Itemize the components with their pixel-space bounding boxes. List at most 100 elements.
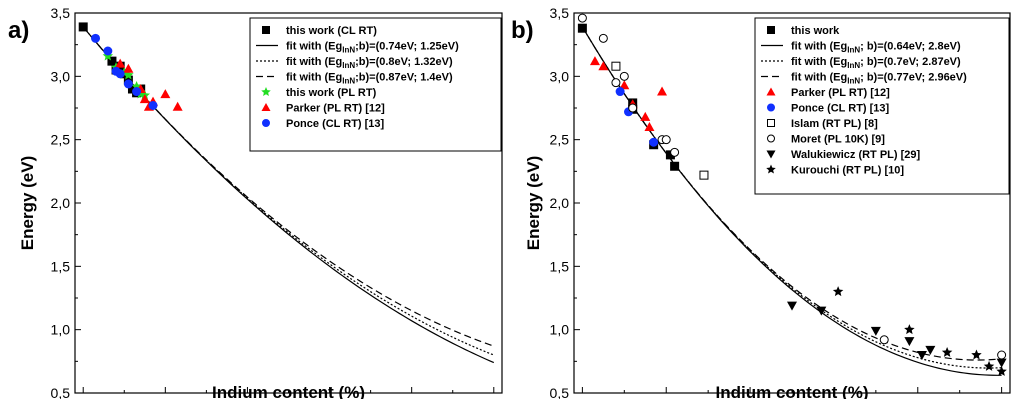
y-tick-label: 1,0 (550, 322, 570, 338)
data-point (577, 23, 587, 33)
legend: this work (CL RT) fit with (EgInN;b)=(0.7… (249, 17, 502, 152)
data-point (832, 286, 844, 297)
legend-label: Moret (PL 10K) [9] (791, 134, 885, 146)
y-tick-label: 1,0 (51, 322, 71, 338)
y-tick-label: 3,5 (550, 5, 570, 21)
legend-label: fit with (EgInN;b)=(0.8eV; 1.32eV) (286, 56, 453, 70)
x-tick-label: 40 (240, 396, 256, 399)
y-tick-label: 1,5 (51, 258, 71, 274)
legend-label: Kurouchi (RT PL) [10] (791, 165, 904, 177)
data-point (123, 69, 134, 80)
data-point (78, 22, 88, 32)
legend-marker (261, 103, 271, 111)
data-point (589, 56, 600, 66)
data-point (870, 326, 881, 336)
data-point (139, 94, 150, 104)
x-tick-label: 20 (658, 396, 674, 399)
y-axis-label: Energy (eV) (18, 156, 37, 250)
data-point (172, 101, 183, 111)
data-point (904, 337, 915, 347)
legend: this work fit with (EgInN; b)=(0.64eV; 2.… (754, 17, 1010, 195)
chart-panel-2: b) 0 20 40 60 80 100 0,5 1,0 1,5 2,0 2,5 3,0 3,5 Indiu… (511, 5, 1014, 399)
data-point (103, 46, 113, 56)
fit-curve-2 (581, 26, 1002, 369)
legend-label: Ponce (CL RT) [13] (791, 103, 890, 115)
data-point (904, 324, 915, 335)
legend-label: Ponce (CL RT) [13] (286, 118, 385, 130)
x-tick-label: 0 (578, 396, 586, 399)
legend-marker (262, 26, 270, 34)
x-tick-label: 40 (742, 396, 758, 399)
data-point (657, 86, 668, 96)
data-point (160, 89, 171, 99)
x-tick-label: 100 (482, 396, 506, 399)
data-point (115, 69, 125, 79)
legend-label: this work (PL RT) (286, 87, 377, 99)
data-point (996, 358, 1007, 368)
data-point (996, 365, 1007, 376)
data-point (123, 63, 134, 73)
data-point (132, 87, 142, 97)
legend-label: Islam (RT PL) [8] (791, 118, 878, 130)
data-point (91, 33, 101, 43)
data-point (787, 301, 797, 311)
legend-label: this work (CL RT) (286, 25, 377, 37)
y-tick-label: 2,0 (51, 195, 71, 211)
plot-area (78, 22, 495, 364)
fit-curve-3 (581, 26, 1002, 361)
data-point (925, 345, 936, 355)
data-point (879, 335, 889, 345)
data-point (644, 122, 655, 131)
legend-marker (261, 87, 271, 97)
legend-label: Parker (PL RT) [12] (791, 87, 890, 99)
series-moret-pl-10k-9 (577, 13, 1007, 360)
x-tick-label: 80 (910, 396, 926, 399)
data-point (941, 346, 953, 357)
data-point (670, 161, 680, 171)
legend-label: fit with (EgInN; b)=(0.77eV; 2.96eV) (791, 72, 967, 86)
legend-marker (767, 134, 775, 143)
y-tick-label: 2,5 (51, 132, 71, 148)
y-tick-label: 1,5 (550, 258, 570, 274)
chart-panel-1: a) 0 20 40 60 80 100 0,5 1,0 1,5 2,0 2,5 3,0 3,5 Indiu… (8, 5, 506, 399)
data-point (661, 135, 671, 145)
y-tick-label: 2,0 (550, 195, 570, 211)
y-tick-label: 0,5 (550, 385, 570, 399)
data-point (148, 100, 158, 110)
legend-box (249, 17, 502, 152)
x-tick-label: 20 (158, 396, 174, 399)
series-walukiewicz-rt-pl-29 (787, 301, 1007, 368)
legend-label: Walukiewicz (RT PL) [29] (791, 149, 921, 161)
legend-marker (766, 150, 776, 159)
legend-box (754, 17, 1010, 195)
legend-label: fit with (EgInN;b)=(0.74eV; 1.25eV) (286, 41, 459, 55)
legend-label: fit with (EgInN;b)=(0.87eV; 1.4eV) (286, 72, 453, 86)
data-point (816, 306, 827, 316)
data-point (971, 349, 982, 360)
series-parker-pl-rt-12 (589, 56, 668, 131)
series-ponce-cl-rt-13 (91, 33, 158, 110)
x-tick-label: 60 (322, 396, 338, 399)
legend-label: Parker (PL RT) [12] (286, 103, 385, 115)
panel-label: a) (8, 17, 29, 44)
y-tick-label: 3,0 (51, 68, 71, 84)
x-tick-label: 60 (826, 396, 842, 399)
data-point (699, 170, 709, 180)
legend-label: fit with (EgInN; b)=(0.64eV; 2.8eV) (791, 41, 961, 55)
x-tick-label: 80 (404, 396, 420, 399)
x-tick-label: 0 (79, 396, 87, 399)
data-point (611, 78, 621, 88)
data-point (598, 33, 608, 43)
y-tick-label: 3,0 (550, 68, 570, 84)
series-islam-rt-pl-8 (611, 61, 709, 180)
legend-marker (767, 26, 775, 34)
y-tick-label: 2,5 (550, 132, 570, 148)
y-tick-label: 3,5 (51, 5, 71, 21)
x-axis-label: Indium content (%) (212, 383, 365, 399)
data-point (983, 360, 995, 371)
plot-area (577, 13, 1007, 376)
data-point (102, 50, 114, 61)
legend-marker (766, 164, 776, 174)
panel-label: b) (511, 17, 534, 44)
data-point (916, 351, 927, 360)
